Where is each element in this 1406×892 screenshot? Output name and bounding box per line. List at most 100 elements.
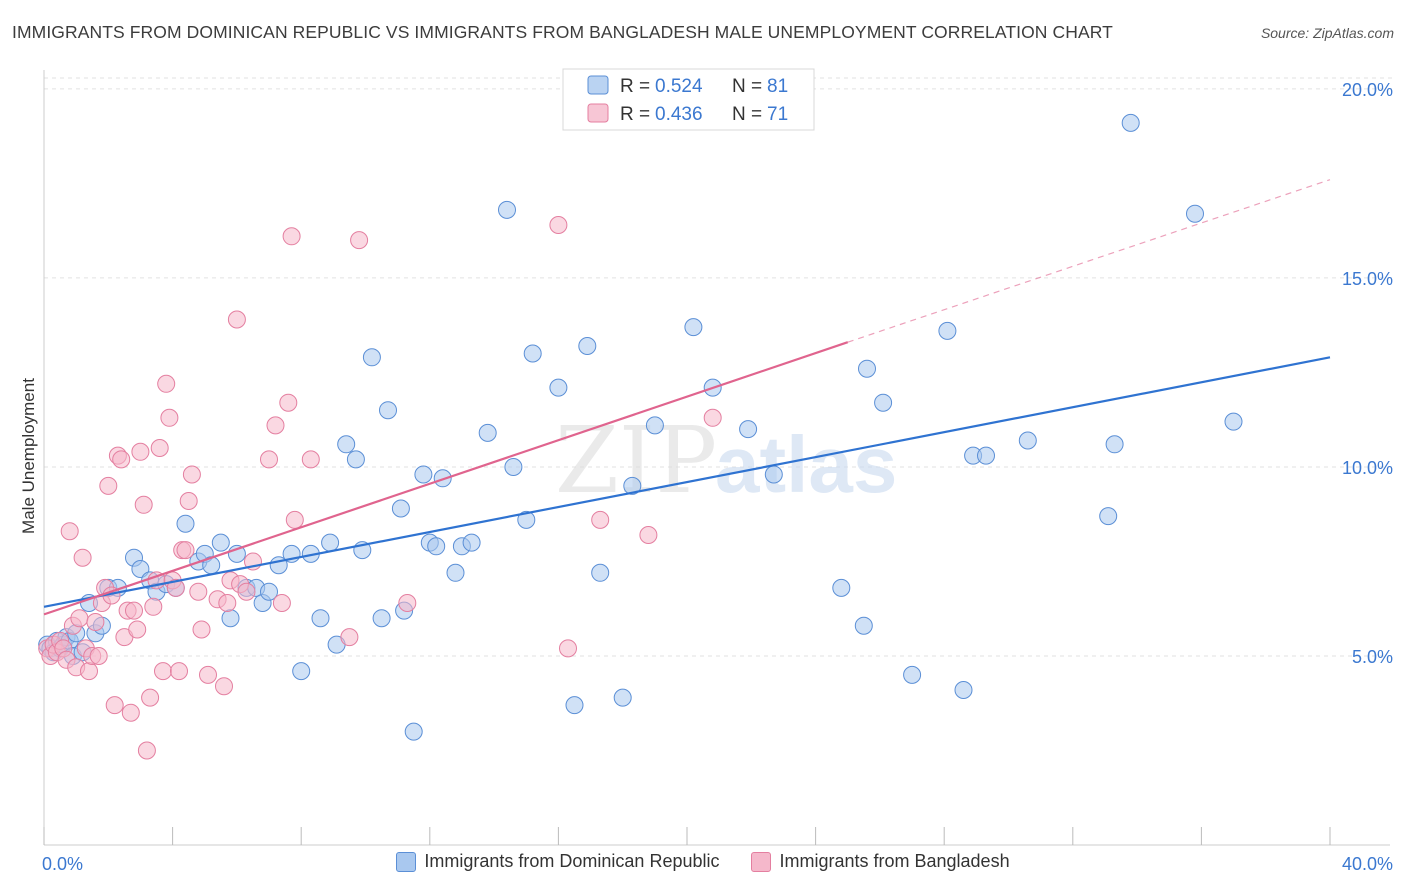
point-bangladesh <box>182 465 201 484</box>
trend-line-extension-bangladesh <box>847 179 1331 343</box>
point-dominican <box>260 582 278 601</box>
point-bangladesh <box>215 677 233 696</box>
point-bangladesh <box>112 450 131 469</box>
point-dominican <box>832 578 851 597</box>
point-dominican <box>854 616 873 635</box>
bottom-legend: Immigrants from Dominican Republic Immig… <box>0 851 1406 872</box>
point-bangladesh <box>549 216 568 234</box>
x-tick-label: 40.0% <box>1342 854 1393 874</box>
point-bangladesh <box>128 620 147 639</box>
trend-lines <box>43 179 1331 616</box>
point-bangladesh <box>266 416 285 435</box>
x-tick-label: 0.0% <box>42 854 83 874</box>
point-bangladesh <box>89 647 108 665</box>
point-bangladesh <box>237 582 256 601</box>
point-bangladesh <box>179 492 198 510</box>
point-dominican <box>379 401 397 420</box>
point-bangladesh <box>154 662 172 681</box>
point-bangladesh <box>137 741 156 760</box>
point-dominican <box>414 465 433 484</box>
y-tick-label: 10.0% <box>1342 458 1393 478</box>
point-bangladesh <box>121 703 140 722</box>
point-bangladesh <box>60 522 79 541</box>
point-bangladesh <box>301 450 320 469</box>
point-dominican <box>321 533 340 552</box>
y-tick-label: 15.0% <box>1342 269 1393 289</box>
point-dominican <box>427 537 446 556</box>
legend-r-value-bangladesh: 0.436 <box>655 104 703 125</box>
point-dominican <box>478 423 497 442</box>
point-bangladesh <box>105 696 124 715</box>
point-dominican <box>623 476 642 495</box>
point-dominican <box>954 681 973 699</box>
y-tick-label: 5.0% <box>1352 647 1393 667</box>
bottom-legend-label-dominican: Immigrants from Dominican Republic <box>424 851 720 871</box>
chart-title: IMMIGRANTS FROM DOMINICAN REPUBLIC VS IM… <box>12 22 1113 42</box>
grid-lines <box>44 77 1395 657</box>
point-bangladesh <box>166 578 185 597</box>
point-dominican <box>404 722 423 741</box>
point-dominican <box>645 416 664 435</box>
legend-swatch-bangladesh <box>587 103 609 123</box>
point-dominican <box>938 321 957 340</box>
point-bangladesh <box>134 495 153 514</box>
point-dominican <box>1224 412 1243 431</box>
point-dominican <box>1018 431 1037 450</box>
point-bangladesh <box>160 408 179 427</box>
legend-r-label-dominican: R = <box>620 76 650 97</box>
point-bangladesh <box>591 510 610 529</box>
point-bangladesh <box>150 439 169 457</box>
point-bangladesh <box>131 442 150 461</box>
point-dominican <box>764 465 783 484</box>
point-bangladesh <box>86 613 105 631</box>
point-dominican <box>549 378 568 397</box>
point-bangladesh <box>285 510 304 529</box>
point-dominican <box>1105 435 1124 454</box>
point-dominican <box>292 662 311 681</box>
legend-n-label-dominican: N = <box>732 76 762 97</box>
point-dominican <box>462 533 481 552</box>
axes <box>43 70 1390 846</box>
point-dominican <box>311 609 330 628</box>
legend-n-value-bangladesh: 71 <box>767 104 788 125</box>
bottom-legend-label-bangladesh: Immigrants from Bangladesh <box>779 851 1010 871</box>
data-points <box>38 113 1243 760</box>
bottom-legend-item-dominican: Immigrants from Dominican Republic <box>396 851 719 872</box>
point-bangladesh <box>73 548 92 567</box>
legend-swatch-dominican <box>587 75 609 95</box>
point-dominican <box>337 435 356 454</box>
point-bangladesh <box>176 541 195 560</box>
y-axis-label: Male Unemployment <box>19 378 38 534</box>
point-dominican <box>684 318 703 337</box>
bottom-legend-item-bangladesh: Immigrants from Bangladesh <box>751 851 1010 872</box>
tick-labels: 5.0% 10.0% 15.0% 20.0% 0.0% 40.0% <box>42 80 1393 874</box>
point-bangladesh <box>70 609 89 628</box>
point-dominican <box>858 359 876 378</box>
legend: R = 0.524 N = 81 R = 0.436 N = 71 <box>562 68 815 131</box>
point-bangladesh <box>99 476 118 495</box>
point-dominican <box>578 337 597 355</box>
point-dominican <box>591 563 610 582</box>
point-dominican <box>372 609 391 628</box>
point-bangladesh <box>559 639 577 658</box>
trend-line-dominican <box>43 356 1331 608</box>
point-dominican <box>903 665 922 684</box>
point-dominican <box>739 420 758 439</box>
point-bangladesh <box>170 662 188 681</box>
point-dominican <box>565 696 584 715</box>
legend-r-label-bangladesh: R = <box>620 104 650 125</box>
point-bangladesh <box>199 665 217 684</box>
point-dominican <box>221 609 240 628</box>
point-bangladesh <box>141 688 160 707</box>
bottom-legend-swatch-bangladesh <box>751 851 772 872</box>
point-bangladesh <box>282 227 301 246</box>
point-bangladesh <box>398 594 417 612</box>
point-dominican <box>211 533 230 552</box>
point-bangladesh <box>350 231 369 250</box>
point-dominican <box>498 200 516 219</box>
trend-line-bangladesh <box>43 341 849 616</box>
point-dominican <box>446 563 465 582</box>
point-dominican <box>504 458 523 476</box>
point-bangladesh <box>260 450 278 469</box>
